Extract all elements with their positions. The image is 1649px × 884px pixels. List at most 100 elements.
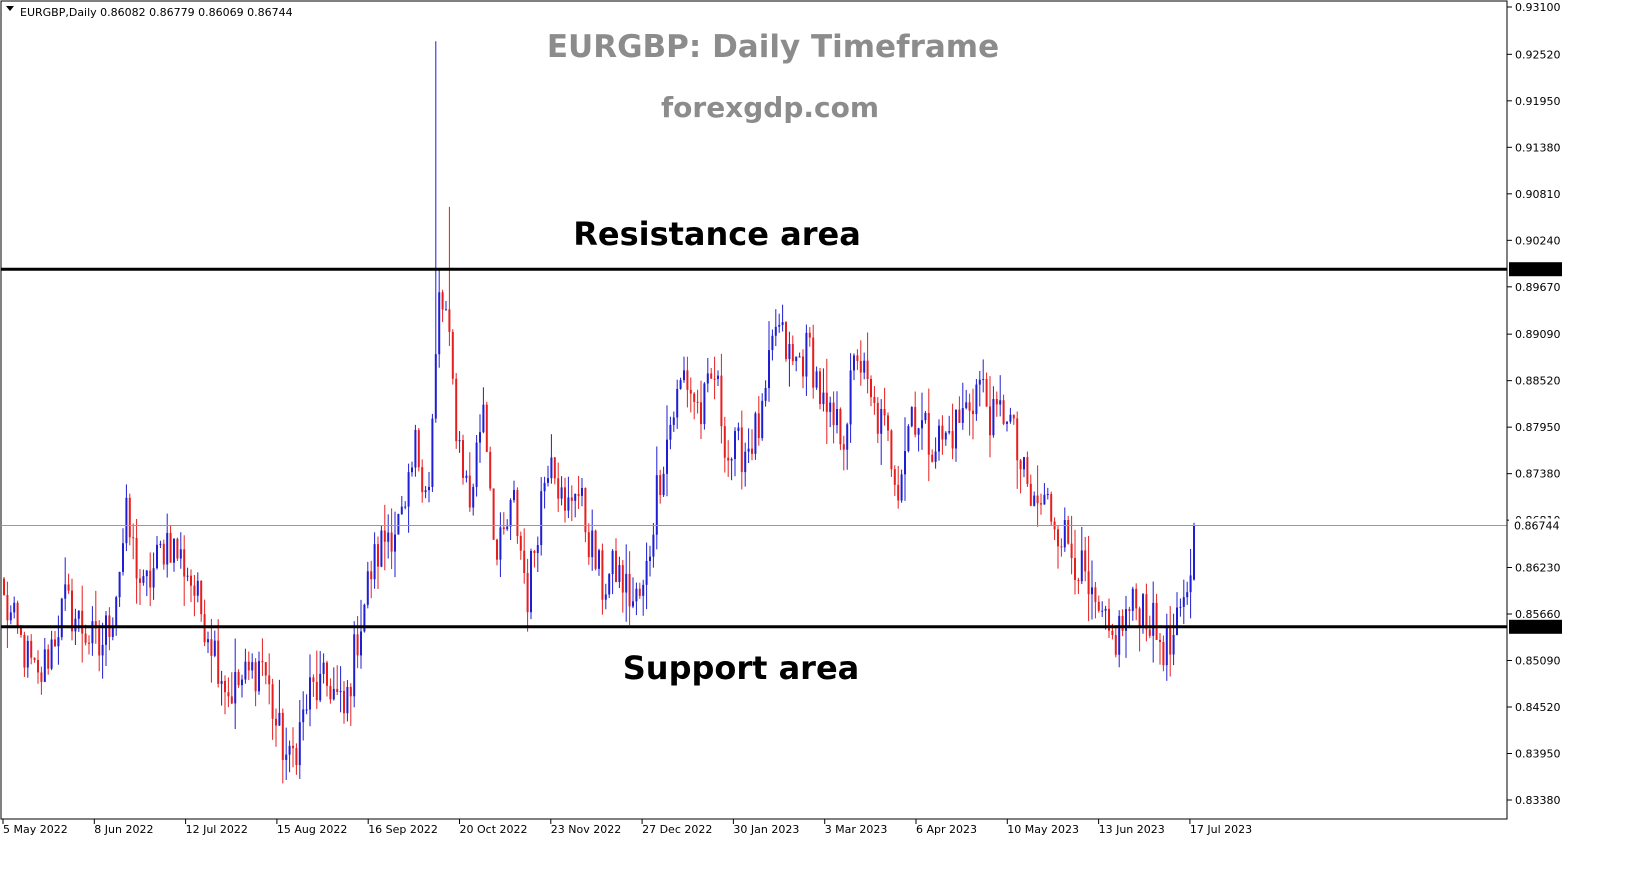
y-tick-label: 0.88520 (1515, 375, 1561, 388)
candle-body (322, 662, 325, 674)
candle-body (703, 383, 706, 425)
resistance-price-tag-bg (1509, 262, 1562, 277)
candle (30, 634, 33, 665)
candle-body (720, 375, 723, 427)
candle-body (628, 573, 631, 607)
chart-menu-icon[interactable] (6, 6, 14, 11)
candle (808, 327, 811, 347)
candle (210, 618, 213, 683)
candle (978, 370, 981, 407)
candle-body (832, 402, 835, 426)
candle (101, 622, 104, 679)
candle (431, 413, 434, 493)
candle (788, 331, 791, 387)
candle (1036, 465, 1039, 527)
candle-body (1063, 520, 1066, 548)
y-axis: 0.93100 0.92520 0.91950 0.91380 0.90810 0.902… (1506, 1, 1561, 819)
chart-subtitle: forexgdp.com (661, 91, 879, 124)
candle-body (706, 373, 709, 384)
candle (496, 538, 498, 566)
candle (1070, 515, 1073, 575)
candle-body (98, 628, 101, 656)
candle (1009, 407, 1012, 424)
candle-body (802, 356, 804, 377)
candle (720, 353, 723, 444)
candle-body (434, 354, 437, 419)
candle-body (757, 413, 760, 439)
candle (13, 596, 16, 619)
candle (472, 483, 475, 516)
candle-body (1111, 630, 1114, 636)
candle-body (1152, 602, 1155, 636)
candle (281, 708, 284, 784)
candle (805, 324, 808, 396)
candle-body (655, 475, 658, 535)
y-tick-label: 0.83950 (1515, 747, 1561, 760)
candle-body (730, 459, 733, 461)
candle-body (94, 621, 97, 629)
candle-body (217, 640, 220, 684)
candle-body (251, 662, 254, 671)
candle-body (387, 532, 390, 542)
candle-body (1108, 608, 1110, 631)
candle-body (795, 356, 798, 362)
candle-body (54, 639, 56, 647)
candle (553, 456, 556, 485)
candle-body (479, 432, 481, 443)
candle (938, 419, 940, 461)
candle-body (1148, 629, 1151, 636)
candle-body (183, 549, 186, 577)
candle (863, 352, 866, 380)
candle-body (366, 571, 369, 605)
candle-body (530, 550, 532, 613)
candle (975, 378, 978, 421)
candle (77, 610, 80, 632)
candle-body (428, 486, 430, 491)
candle (550, 434, 553, 484)
candle-body (220, 681, 223, 684)
candle-body (88, 642, 90, 644)
candle (271, 678, 274, 740)
candle-body (71, 590, 73, 632)
candle (1033, 491, 1036, 507)
candle (1026, 451, 1029, 487)
candle-body (438, 292, 441, 355)
candle-body (281, 712, 284, 760)
candle-body (271, 684, 274, 719)
y-tick-label: 0.90240 (1515, 234, 1561, 247)
candle (309, 654, 311, 727)
candle (696, 389, 699, 414)
candle (135, 518, 138, 604)
candle-body (615, 550, 617, 582)
candle (683, 356, 685, 383)
candle-body (1084, 550, 1087, 572)
candle-body (880, 408, 883, 434)
candle-body (16, 602, 19, 627)
candle-body (608, 574, 611, 595)
candle (217, 619, 220, 688)
resistance-price-tag-text: 0.89886 (1514, 263, 1560, 276)
candle-body (1155, 602, 1158, 640)
candle-body (50, 639, 53, 669)
candle (1060, 538, 1063, 557)
candle (1179, 598, 1182, 617)
candle-body (1094, 587, 1097, 602)
candle-body (679, 380, 682, 389)
candle (972, 388, 974, 440)
candle-body (227, 692, 230, 697)
candle-body (723, 426, 726, 458)
candle (445, 301, 447, 311)
candle-body (519, 535, 522, 551)
candle-body (689, 389, 692, 394)
candle (322, 653, 325, 684)
candle-body (1091, 587, 1093, 595)
candle (1006, 421, 1008, 432)
candle-body (958, 409, 961, 423)
candle (560, 476, 563, 506)
candle (829, 396, 832, 428)
candle-body (360, 631, 362, 656)
candle-body (1172, 634, 1175, 655)
candle-body (244, 661, 247, 680)
candle (1046, 487, 1049, 500)
candle (519, 531, 522, 560)
